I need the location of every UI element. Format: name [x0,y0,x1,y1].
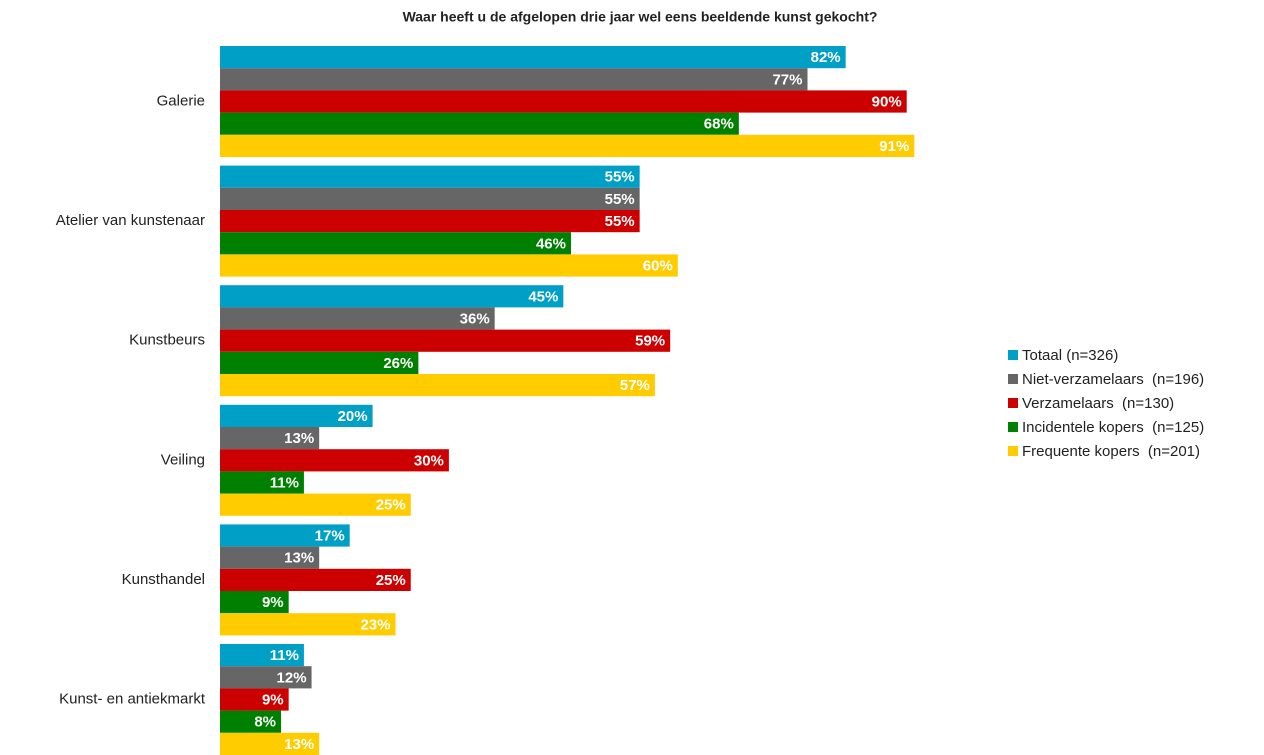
bar [220,404,373,427]
bar [220,187,640,210]
bar [220,732,320,755]
value-label: 9% [262,594,284,611]
category-label: Kunsthandel [122,571,205,588]
bar [220,568,411,591]
value-label: 11% [270,474,299,491]
legend-label: Niet-verzamelaars (n=196) [1022,371,1204,388]
bar [220,591,289,614]
bar [220,232,571,255]
bar [220,68,808,91]
legend-label: Frequente kopers (n=201) [1022,443,1200,460]
value-label: 68% [704,116,734,133]
value-label: 23% [360,616,390,633]
value-label: 12% [277,669,307,686]
value-label: 55% [605,191,635,208]
value-label: 60% [643,257,673,274]
value-label: 11% [270,647,299,664]
value-label: 45% [528,288,558,305]
value-label: 59% [635,333,665,350]
value-label: 90% [872,93,902,110]
value-label: 25% [376,572,406,589]
value-label: 30% [414,452,444,469]
category-label: Galerie [157,92,205,109]
bar [220,374,655,397]
legend-label: Incidentele kopers (n=125) [1022,419,1204,436]
category-label: Veiling [161,451,205,468]
category-label: Kunst- en antiekmarkt [59,690,206,707]
legend-swatch [1008,398,1018,408]
value-label: 82% [811,49,841,66]
bar [220,710,282,733]
value-label: 13% [284,736,314,753]
bar [220,688,289,711]
bar [220,46,846,69]
value-label: 25% [376,497,406,514]
legend-label: Totaal (n=326) [1022,347,1118,364]
value-label: 55% [605,213,635,230]
bar [220,449,449,472]
bar [220,329,671,352]
bar [220,351,419,374]
bar [220,546,320,569]
bar [220,644,304,667]
bar [220,210,640,233]
bar [220,112,739,135]
value-label: 46% [536,235,566,252]
value-label: 13% [284,430,314,447]
category-label: Kunstbeurs [129,332,205,349]
legend-swatch [1008,446,1018,456]
value-label: 55% [605,169,635,186]
chart-title: Waar heeft u de afgelopen drie jaar wel … [403,9,878,25]
legend-swatch [1008,374,1018,384]
value-label: 8% [254,714,276,731]
bar [220,90,907,113]
value-label: 57% [620,377,650,394]
legend-label: Verzamelaars (n=130) [1022,395,1174,412]
bar [220,254,678,277]
bar [220,493,411,516]
legend-swatch [1008,422,1018,432]
value-label: 77% [772,71,802,88]
value-label: 13% [284,550,314,567]
bar [220,666,312,689]
bar [220,524,350,547]
bar [220,285,564,308]
bar [220,427,320,450]
value-label: 26% [383,355,413,372]
bar [220,471,304,494]
value-label: 91% [879,138,909,155]
value-label: 17% [315,527,345,544]
bar [220,165,640,188]
category-label: Atelier van kunstenaar [56,212,205,229]
value-label: 36% [460,310,490,327]
bar [220,613,396,636]
value-label: 20% [338,408,368,425]
legend-swatch [1008,350,1018,360]
value-label: 9% [262,691,284,708]
bar [220,134,915,157]
bar [220,307,495,330]
